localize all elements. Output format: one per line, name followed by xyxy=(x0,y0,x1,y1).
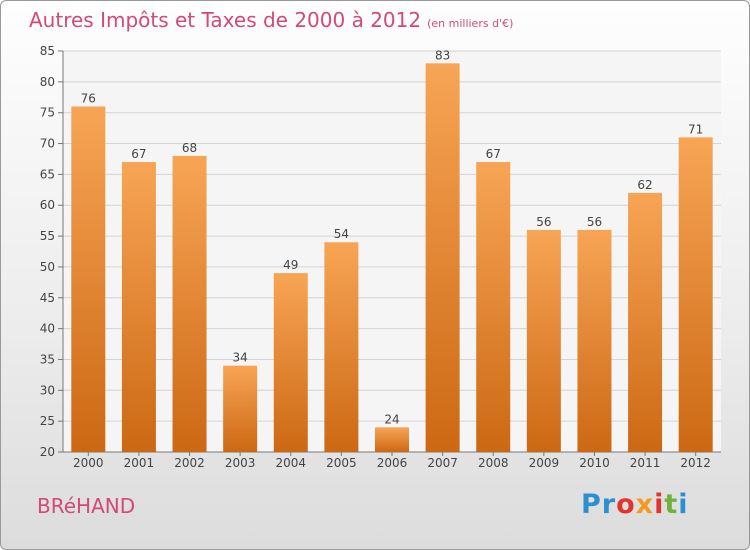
logo-letters-6: i xyxy=(678,489,689,520)
y-tick-label: 25 xyxy=(40,414,55,428)
data-label: 34 xyxy=(233,351,248,365)
bar xyxy=(172,155,207,452)
x-tick-label: 2009 xyxy=(529,456,560,470)
x-tick-label: 2012 xyxy=(680,456,711,470)
data-label: 54 xyxy=(334,227,349,241)
x-tick-label: 2000 xyxy=(73,456,104,470)
logo-letters-3: x xyxy=(635,489,655,520)
data-label: 83 xyxy=(435,48,450,62)
proxiti-logo: Proxiti xyxy=(581,489,689,520)
x-tick-label: 2004 xyxy=(275,456,306,470)
x-tick-label: 2006 xyxy=(377,456,408,470)
y-tick-label: 85 xyxy=(40,44,55,58)
y-tick-label: 70 xyxy=(40,137,55,151)
data-label: 24 xyxy=(384,412,399,426)
y-tick-label: 55 xyxy=(40,229,55,243)
bar xyxy=(577,229,612,452)
commune-name: BRéHAND xyxy=(37,494,136,518)
data-label: 56 xyxy=(587,215,602,229)
logo-letters-5: t xyxy=(664,489,679,520)
bar xyxy=(425,63,460,452)
bar xyxy=(375,427,409,452)
y-tick-label: 75 xyxy=(40,106,55,120)
data-label: 76 xyxy=(81,92,96,106)
y-tick-label: 30 xyxy=(40,383,55,397)
y-tick-label: 80 xyxy=(40,75,55,89)
x-tick-label: 2010 xyxy=(579,456,610,470)
chart-title-text: Autres Impôts et Taxes de 2000 à 2012 xyxy=(29,8,422,32)
logo-letters-4: i xyxy=(654,489,665,520)
logo-letters-2: o xyxy=(616,489,636,520)
bar xyxy=(71,106,106,453)
bar xyxy=(678,137,713,452)
chart-subtitle: (en milliers d'€) xyxy=(427,17,514,30)
data-label: 71 xyxy=(688,122,703,136)
bar xyxy=(476,162,511,453)
y-tick-label: 35 xyxy=(40,352,55,366)
logo-letters-1: Pr xyxy=(581,489,617,520)
y-tick-label: 20 xyxy=(40,445,55,459)
data-label: 67 xyxy=(486,147,501,161)
bar xyxy=(121,162,156,453)
x-tick-label: 2007 xyxy=(427,456,458,470)
y-tick-label: 60 xyxy=(40,198,55,212)
data-label: 49 xyxy=(283,258,298,272)
data-label: 62 xyxy=(637,178,652,192)
bar xyxy=(223,365,258,452)
x-tick-label: 2008 xyxy=(478,456,509,470)
y-tick-label: 40 xyxy=(40,322,55,336)
plot-area xyxy=(63,51,721,452)
data-label: 56 xyxy=(536,215,551,229)
y-tick-label: 50 xyxy=(40,260,55,274)
chart-title: Autres Impôts et Taxes de 2000 à 2012 (en… xyxy=(29,8,513,32)
data-label: 67 xyxy=(131,147,146,161)
y-tick-label: 45 xyxy=(40,291,55,305)
y-tick-label: 65 xyxy=(40,167,55,181)
x-tick-label: 2002 xyxy=(174,456,205,470)
x-tick-label: 2003 xyxy=(225,456,256,470)
bar xyxy=(526,229,561,452)
data-label: 68 xyxy=(182,141,197,155)
bar xyxy=(273,273,308,452)
x-tick-label: 2011 xyxy=(630,456,661,470)
bar xyxy=(628,192,663,452)
bar xyxy=(324,242,359,452)
x-tick-label: 2001 xyxy=(124,456,155,470)
x-tick-label: 2005 xyxy=(326,456,357,470)
